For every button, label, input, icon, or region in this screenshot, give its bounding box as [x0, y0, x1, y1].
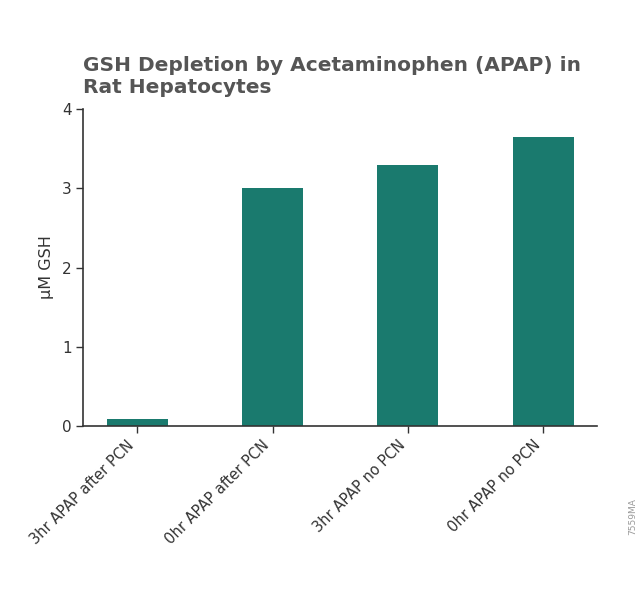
Bar	[242, 188, 303, 426]
Bar	[377, 165, 438, 426]
Y-axis label: μM GSH: μM GSH	[39, 235, 53, 300]
Bar	[513, 137, 574, 426]
Text: 7559MA: 7559MA	[628, 498, 637, 535]
Text: GSH Depletion by Acetaminophen (APAP) in
Rat Hepatocytes: GSH Depletion by Acetaminophen (APAP) in…	[83, 56, 582, 97]
Bar	[107, 420, 168, 426]
